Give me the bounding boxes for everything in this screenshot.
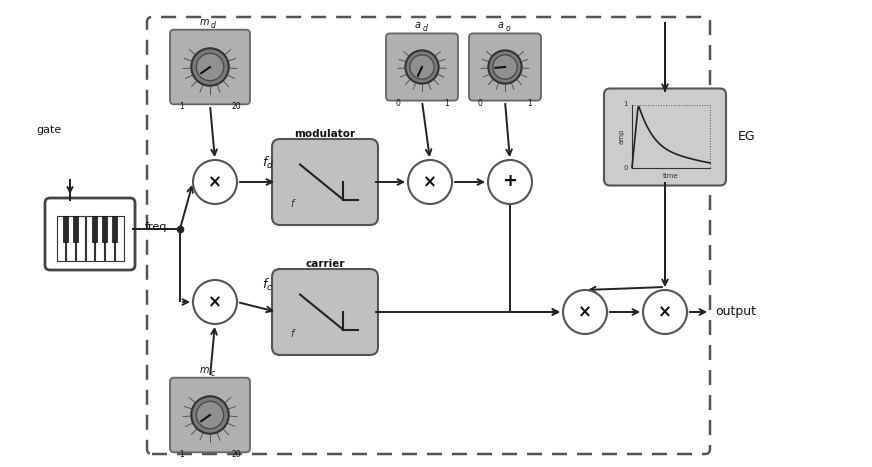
Circle shape	[193, 160, 237, 204]
FancyBboxPatch shape	[469, 34, 541, 100]
Text: freq.: freq.	[145, 222, 171, 232]
Text: 20: 20	[231, 102, 241, 111]
Text: ×: ×	[578, 303, 592, 321]
Text: m: m	[200, 365, 209, 375]
Circle shape	[488, 160, 532, 204]
Text: a: a	[415, 21, 421, 30]
Text: ×: ×	[423, 173, 437, 191]
Circle shape	[196, 401, 224, 429]
Text: d: d	[211, 21, 216, 30]
Circle shape	[410, 55, 434, 79]
Text: c: c	[211, 369, 215, 378]
Text: 20: 20	[231, 450, 241, 460]
Circle shape	[643, 290, 687, 334]
Text: f: f	[290, 199, 293, 209]
Circle shape	[191, 396, 228, 434]
Bar	[57, 216, 65, 261]
FancyBboxPatch shape	[170, 378, 250, 453]
Circle shape	[488, 50, 521, 84]
Text: 0: 0	[395, 99, 400, 107]
Circle shape	[196, 53, 224, 81]
Text: $f_c$: $f_c$	[262, 277, 273, 293]
Bar	[72, 216, 78, 242]
Text: 1: 1	[623, 101, 628, 107]
Text: 1: 1	[179, 450, 184, 460]
Bar	[85, 216, 94, 261]
Text: gate: gate	[37, 125, 62, 135]
Text: a: a	[498, 21, 504, 30]
Text: 0: 0	[623, 164, 628, 170]
Text: carrier: carrier	[305, 259, 344, 269]
Text: 1: 1	[179, 102, 184, 111]
FancyBboxPatch shape	[604, 89, 726, 185]
Text: ×: ×	[658, 303, 672, 321]
Bar	[115, 216, 124, 261]
FancyBboxPatch shape	[386, 34, 458, 100]
Bar	[112, 216, 117, 242]
Text: modulator: modulator	[295, 129, 356, 139]
FancyBboxPatch shape	[272, 139, 378, 225]
Bar	[66, 216, 75, 261]
Text: time: time	[663, 174, 679, 179]
Text: +: +	[502, 172, 517, 190]
Text: amp: amp	[619, 128, 625, 144]
Bar	[76, 216, 85, 261]
Circle shape	[191, 48, 228, 86]
Circle shape	[193, 280, 237, 324]
Text: d: d	[423, 24, 428, 34]
Text: output: output	[715, 305, 756, 318]
Bar	[92, 216, 98, 242]
FancyBboxPatch shape	[170, 30, 250, 104]
Text: EG: EG	[738, 130, 756, 143]
Circle shape	[493, 55, 517, 79]
Text: 1: 1	[444, 99, 449, 107]
Text: 1: 1	[528, 99, 532, 107]
Text: o: o	[506, 24, 511, 34]
FancyBboxPatch shape	[272, 269, 378, 355]
Text: 0: 0	[478, 99, 483, 107]
Text: ×: ×	[208, 173, 222, 191]
Bar	[105, 216, 113, 261]
Text: $f_d$: $f_d$	[262, 155, 274, 171]
Bar	[95, 216, 104, 261]
Text: f: f	[290, 329, 293, 339]
Text: ×: ×	[208, 293, 222, 311]
Circle shape	[405, 50, 439, 84]
Circle shape	[563, 290, 607, 334]
Text: m: m	[200, 17, 209, 27]
Circle shape	[408, 160, 452, 204]
FancyBboxPatch shape	[45, 198, 135, 270]
Bar	[63, 216, 68, 242]
Bar	[102, 216, 107, 242]
